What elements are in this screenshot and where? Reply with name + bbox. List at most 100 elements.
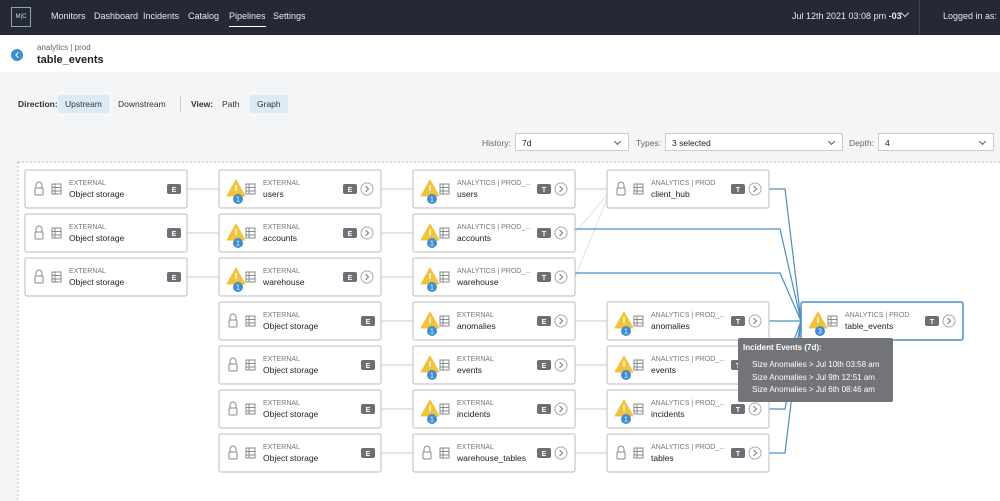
lineage-node[interactable]: 1 ANALYTICS | PROD_... accounts T — [412, 213, 576, 253]
expand-button[interactable] — [748, 446, 762, 460]
table-icon — [245, 315, 256, 327]
expand-button[interactable] — [554, 358, 568, 372]
nav-item[interactable]: Incidents — [143, 11, 180, 21]
lineage-node[interactable]: 1 EXTERNAL anomalies E — [412, 301, 576, 341]
expand-button[interactable] — [554, 270, 568, 284]
expand-chevron — [753, 449, 758, 457]
lineage-node[interactable]: EXTERNAL Object storage E — [218, 345, 382, 385]
nav-item[interactable]: Monitors — [51, 11, 86, 21]
lineage-node[interactable]: 1 ANALYTICS | PROD_...users T — [412, 169, 576, 209]
expand-button[interactable] — [942, 314, 956, 328]
nav-item[interactable]: Dashboard — [94, 11, 139, 21]
lineage-node[interactable]: EXTERNAL Object storage E — [24, 169, 188, 209]
edge — [575, 228, 802, 322]
lock-body — [34, 231, 44, 240]
lineage-node[interactable]: EXTERNAL warehouse_tables E — [412, 433, 576, 473]
filter-select[interactable]: 3 selected — [665, 133, 843, 151]
node-box — [218, 345, 382, 385]
warning-mark — [235, 273, 237, 279]
node-name: warehouse_tables — [456, 453, 526, 463]
node-name: anomalies — [651, 321, 690, 331]
incident-badge — [621, 370, 631, 380]
incident-count: 1 — [430, 241, 434, 248]
table-icon-grid — [246, 184, 255, 194]
expand-button[interactable] — [748, 402, 762, 416]
type-badge-text: E — [366, 319, 371, 326]
node-name: Object storage — [263, 321, 319, 331]
breadcrumb[interactable]: analytics | prod — [37, 43, 91, 52]
node-box — [24, 169, 188, 209]
table-icon — [439, 183, 450, 195]
node-box — [412, 389, 576, 429]
table-icon — [245, 359, 256, 371]
toggle-button[interactable]: Downstream — [118, 99, 166, 109]
incident-badge — [233, 238, 243, 248]
lineage-node[interactable]: 1 EXTERNAL users E — [218, 169, 382, 209]
type-badge-text: E — [542, 319, 547, 326]
expand-button[interactable] — [360, 226, 374, 240]
table-icon-grid — [246, 272, 255, 282]
back-button[interactable] — [11, 49, 23, 61]
table-icon — [51, 271, 62, 283]
nav-item[interactable]: Settings — [273, 11, 306, 21]
expand-button[interactable] — [554, 402, 568, 416]
datetime[interactable]: Jul 12th 2021 03:08 pm -03 — [792, 11, 902, 21]
lineage-node[interactable]: EXTERNAL Object storage E — [24, 257, 188, 297]
expand-button[interactable] — [360, 182, 374, 196]
table-icon-grid — [634, 448, 643, 458]
lineage-node[interactable]: EXTERNAL Object storage E — [218, 389, 382, 429]
lineage-node[interactable]: EXTERNAL Object storage E — [24, 213, 188, 253]
filter-select[interactable]: 7d — [515, 133, 629, 151]
incident-badge — [621, 326, 631, 336]
incident-badge — [233, 282, 243, 292]
lineage-node[interactable]: 1 ANALYTICS | PROD_... incidents T — [606, 389, 770, 429]
node-schema: EXTERNAL — [263, 268, 300, 275]
warning-mark — [623, 361, 625, 367]
user[interactable]: Logged in as: He — [943, 11, 1000, 21]
expand-button[interactable] — [554, 446, 568, 460]
expand-button[interactable] — [554, 314, 568, 328]
lineage-node[interactable]: 1 EXTERNAL warehouse E — [218, 257, 382, 297]
table-icon-grid — [52, 228, 61, 238]
type-badge — [537, 316, 551, 326]
lineage-node[interactable]: EXTERNAL Object storage E — [218, 433, 382, 473]
nav-item[interactable]: Catalog — [188, 11, 220, 21]
table-icon — [245, 403, 256, 415]
node-box — [218, 389, 382, 429]
table-icon-grid — [246, 316, 255, 326]
lineage-node[interactable]: ANALYTICS | PROD client_hub T — [606, 169, 770, 209]
expand-button[interactable] — [554, 182, 568, 196]
node-box — [412, 433, 576, 473]
lineage-node[interactable]: 1 ANALYTICS | PROD_... anomalies T — [606, 301, 770, 341]
lineage-node[interactable]: 1 EXTERNAL incidents E — [412, 389, 576, 429]
lineage-node[interactable]: 3 ANALYTICS | PROD table_events T — [800, 301, 964, 341]
lineage-node[interactable]: 1 EXTERNAL events E — [412, 345, 576, 385]
node-schema: ANALYTICS | PROD_... — [651, 444, 725, 451]
lineage-node[interactable]: 1 EXTERNAL accounts E — [218, 213, 382, 253]
timezone: -03 — [888, 11, 902, 21]
nav-item[interactable]: Pipelines — [229, 11, 266, 27]
node-schema: EXTERNAL — [457, 444, 494, 451]
expand-button[interactable] — [748, 182, 762, 196]
logo-letter: M — [15, 14, 21, 20]
expand-button[interactable] — [360, 270, 374, 284]
expand-button[interactable] — [748, 314, 762, 328]
logo[interactable]: M|C — [11, 7, 31, 27]
node-name: warehouse — [456, 277, 499, 287]
table-icon-grid — [634, 360, 643, 370]
table-icon-grid — [440, 184, 449, 194]
toggle-button[interactable]: Path — [222, 99, 240, 109]
filter-select[interactable]: 4 — [878, 133, 994, 151]
chevron[interactable] — [900, 8, 910, 18]
toggle-button[interactable]: Upstream — [58, 95, 109, 113]
expand-button[interactable] — [554, 226, 568, 240]
toggle-button[interactable]: Graph — [250, 95, 288, 113]
table-icon-grid — [246, 404, 255, 414]
lineage-node[interactable]: ANALYTICS | PROD_...tables T — [606, 433, 770, 473]
lock-icon — [229, 401, 237, 408]
lineage-node[interactable]: EXTERNAL Object storage E — [218, 301, 382, 341]
node-box — [606, 389, 770, 429]
lineage-node[interactable]: 1 ANALYTICS | PROD_... warehouse T — [412, 257, 576, 297]
node-schema: EXTERNAL — [263, 312, 300, 319]
type-badge — [537, 448, 551, 458]
